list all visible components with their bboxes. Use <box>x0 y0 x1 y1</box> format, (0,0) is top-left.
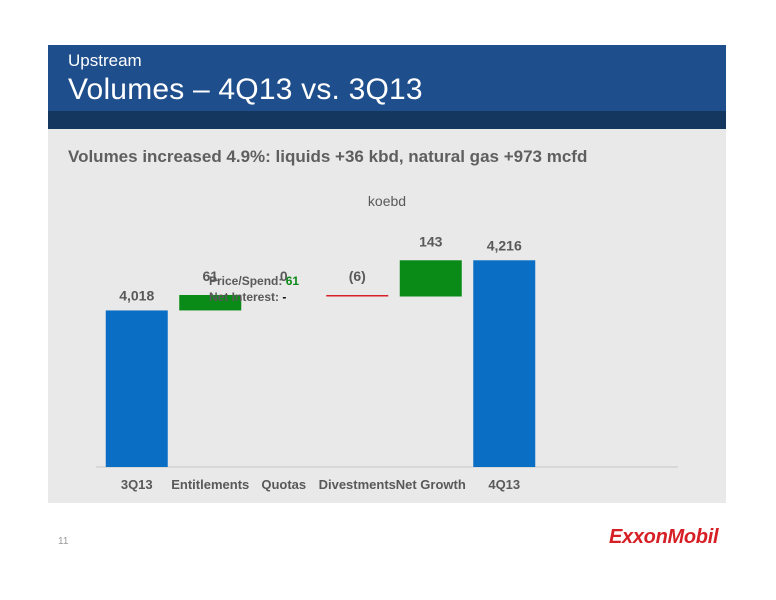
exxonmobil-logo: ExxonMobil <box>609 526 719 548</box>
section-kicker: Upstream <box>68 51 142 70</box>
waterfall-chart: koebd 4,018 3Q13 61 Entitlements 0 Quotas (6) Di… <box>96 193 678 492</box>
value-label-quotas: 0 <box>280 268 288 284</box>
page-title: Volumes – 4Q13 vs. 3Q13 <box>68 73 423 106</box>
bar-net-growth <box>399 260 462 297</box>
title-banner: Upstream Volumes – 4Q13 vs. 3Q13 <box>48 45 726 111</box>
annotation-price-spend: Price/Spend: 61 <box>209 274 299 288</box>
chart-subtitle: Volumes increased 4.9%: liquids +36 kbd,… <box>68 147 588 166</box>
bar-divestments <box>326 294 389 297</box>
category-label-divestments: Divestments <box>319 477 396 492</box>
value-label-entitlements: 61 <box>202 268 218 284</box>
category-label-4q13: 4Q13 <box>488 477 520 492</box>
unit-label: koebd <box>368 193 406 209</box>
value-label-net-growth: 143 <box>419 233 443 249</box>
title-banner-strip <box>48 111 726 129</box>
value-label-divestments: (6) <box>349 268 366 284</box>
annotation-net-interest: Net Interest: - <box>209 290 286 304</box>
value-label-4q13: 4,216 <box>487 237 522 253</box>
bar-3q13 <box>105 310 168 467</box>
category-label-quotas: Quotas <box>261 477 306 492</box>
category-label-entitlements: Entitlements <box>171 477 249 492</box>
page-number: 11 <box>58 536 69 547</box>
category-label-3q13: 3Q13 <box>121 477 153 492</box>
bar-4q13 <box>473 260 536 467</box>
bar-entitlements <box>179 294 242 311</box>
category-label-net-growth: Net Growth <box>396 477 466 492</box>
chart-panel: Volumes increased 4.9%: liquids +36 kbd,… <box>48 129 726 503</box>
value-label-3q13: 4,018 <box>119 287 154 303</box>
